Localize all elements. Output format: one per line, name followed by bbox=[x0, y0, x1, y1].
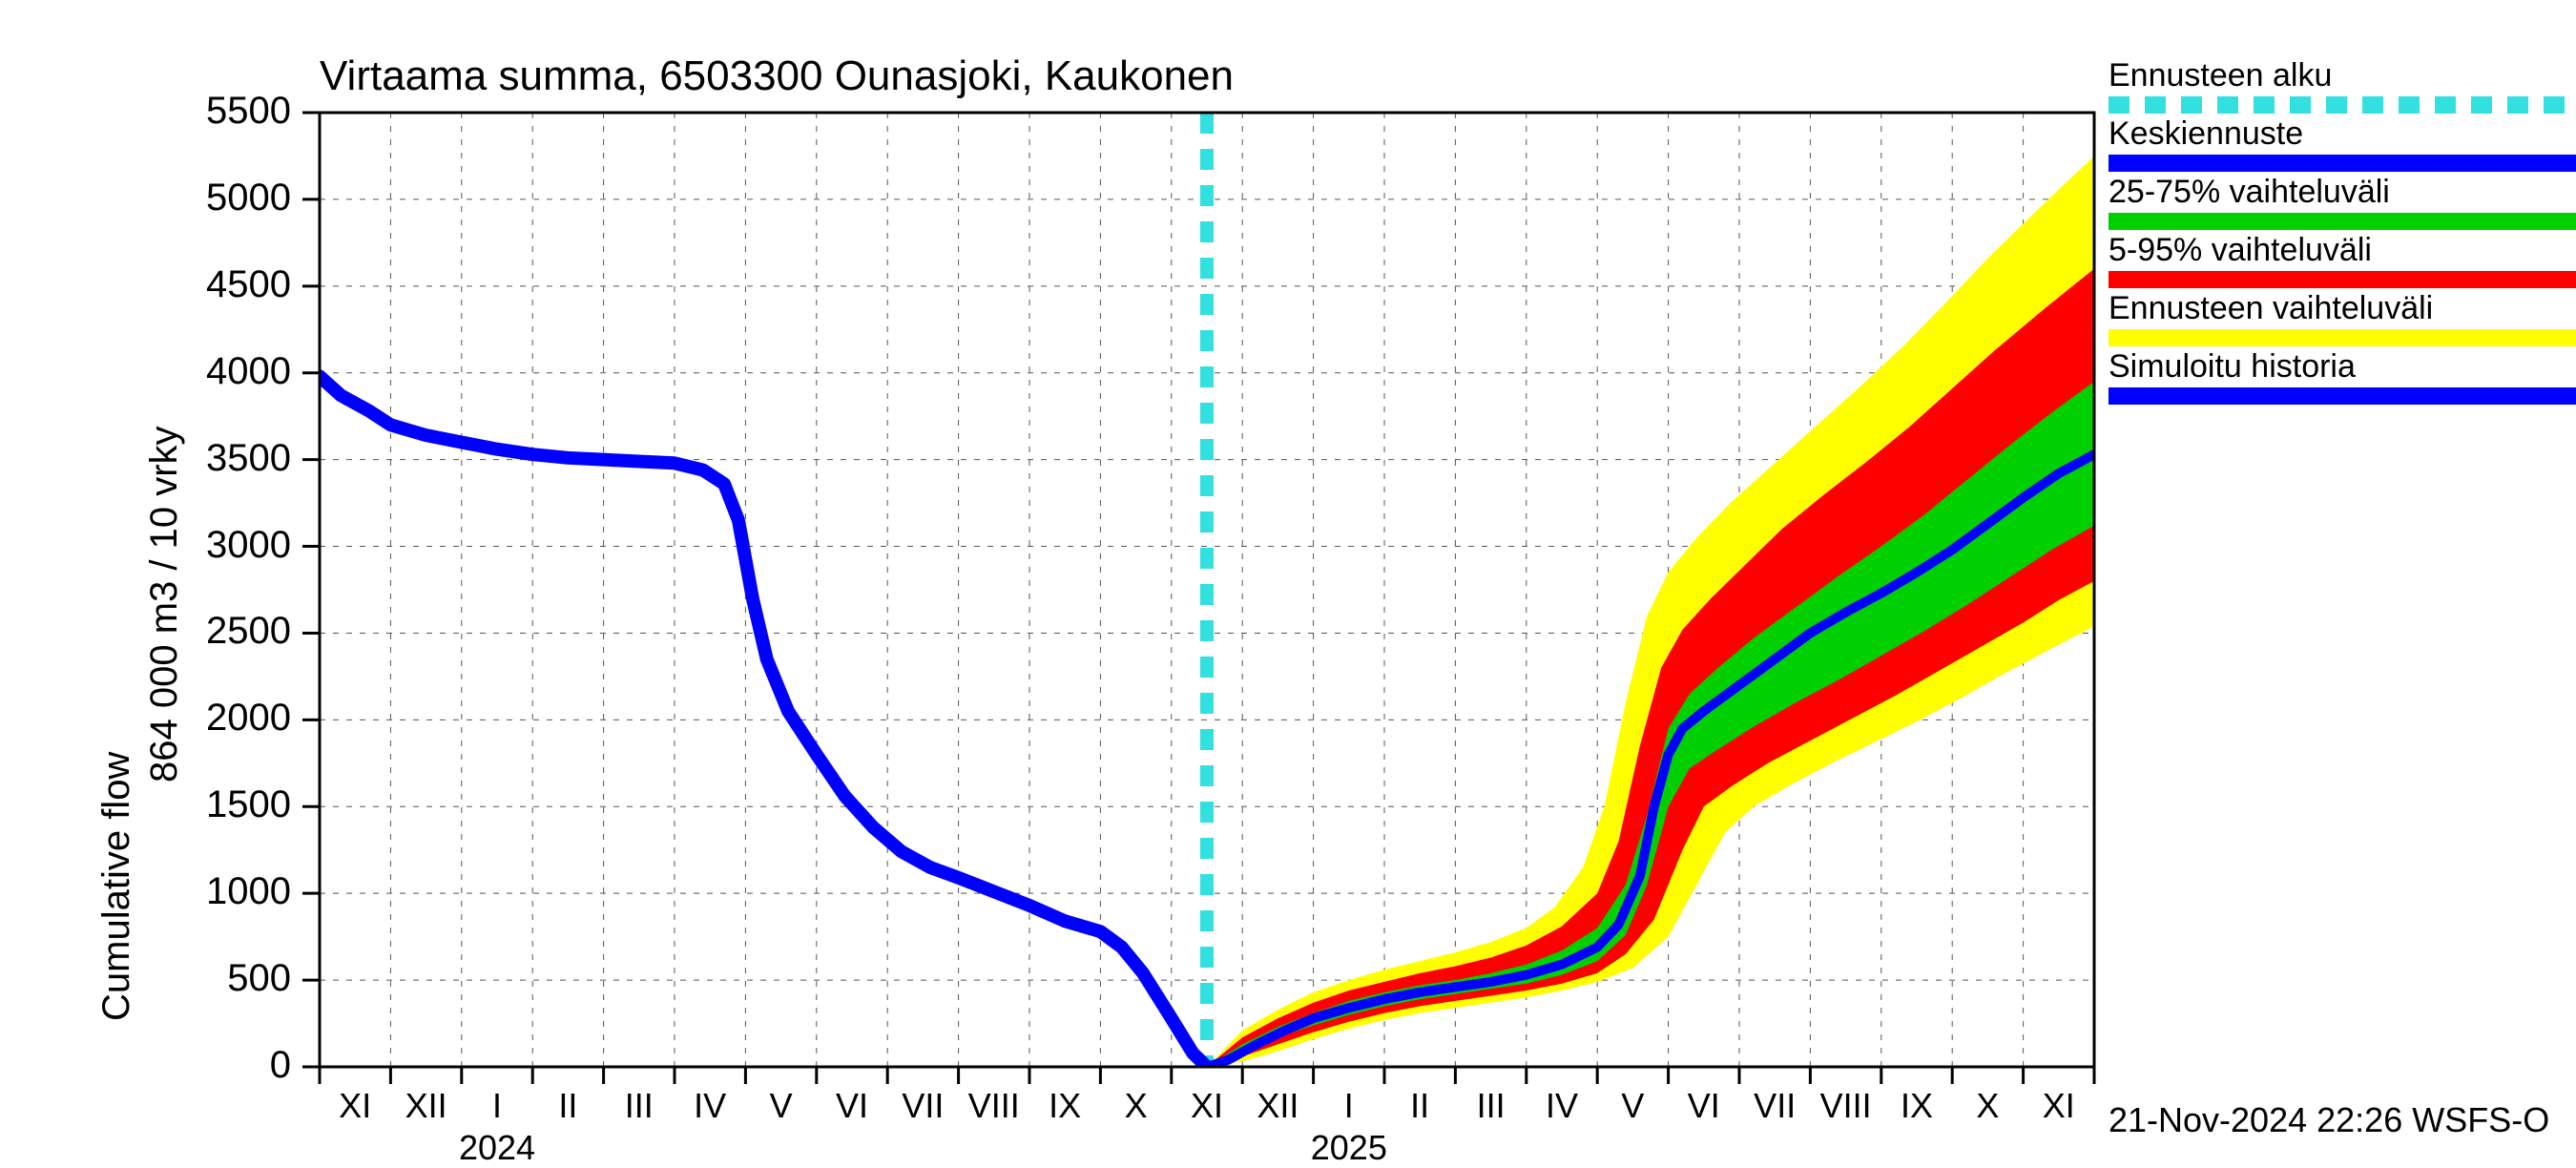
x-tick-19: VI bbox=[1688, 1086, 1720, 1126]
legend-swatch-2 bbox=[2109, 213, 2576, 230]
x-tick-9: VIII bbox=[968, 1086, 1020, 1126]
x-tick-17: IV bbox=[1546, 1086, 1578, 1126]
timestamp-label: 21-Nov-2024 22:26 WSFS-O bbox=[2109, 1100, 2549, 1140]
x-tick-10: IX bbox=[1049, 1086, 1081, 1126]
legend-label-5: Simuloitu historia bbox=[2109, 348, 2576, 386]
x-tick-0: XI bbox=[339, 1086, 371, 1126]
legend-label-3: 5-95% vaihteluväli bbox=[2109, 232, 2576, 269]
x-tick-23: X bbox=[1976, 1086, 1999, 1126]
legend-label-1: Keskiennuste bbox=[2109, 115, 2576, 153]
y-tick-5000: 5000 bbox=[177, 177, 291, 219]
y-tick-4500: 4500 bbox=[177, 263, 291, 306]
x-tick-8: VII bbox=[902, 1086, 944, 1126]
y-tick-1000: 1000 bbox=[177, 870, 291, 913]
legend-item-4: Ennusteen vaihteluväli bbox=[2109, 290, 2576, 346]
x-tick-11: X bbox=[1125, 1086, 1148, 1126]
legend-swatch-4 bbox=[2109, 329, 2576, 346]
y-tick-3500: 3500 bbox=[177, 437, 291, 480]
x-tick-22: IX bbox=[1901, 1086, 1933, 1126]
x-tick-6: V bbox=[770, 1086, 793, 1126]
legend-item-1: Keskiennuste bbox=[2109, 115, 2576, 172]
legend-label-4: Ennusteen vaihteluväli bbox=[2109, 290, 2576, 327]
x-tick-13: XII bbox=[1257, 1086, 1298, 1126]
x-tick-2: I bbox=[492, 1086, 502, 1126]
legend-item-5: Simuloitu historia bbox=[2109, 348, 2576, 405]
legend-label-0: Ennusteen alku bbox=[2109, 57, 2576, 94]
x-tick-16: III bbox=[1477, 1086, 1506, 1126]
x-tick-7: VI bbox=[836, 1086, 868, 1126]
y-tick-4000: 4000 bbox=[177, 350, 291, 393]
y-tick-5500: 5500 bbox=[177, 90, 291, 133]
x-tick-3: II bbox=[558, 1086, 577, 1126]
legend-swatch-1 bbox=[2109, 155, 2576, 172]
legend-label-2: 25-75% vaihteluväli bbox=[2109, 174, 2576, 211]
y-tick-0: 0 bbox=[177, 1044, 291, 1087]
legend-item-0: Ennusteen alku bbox=[2109, 57, 2576, 114]
x-tick-18: V bbox=[1621, 1086, 1644, 1126]
legend-swatch-5 bbox=[2109, 387, 2576, 405]
x-tick-1: XII bbox=[405, 1086, 447, 1126]
y-tick-2000: 2000 bbox=[177, 697, 291, 740]
x-tick-5: IV bbox=[694, 1086, 726, 1126]
x-tick-12: XI bbox=[1191, 1086, 1223, 1126]
x-tick-24: XI bbox=[2043, 1086, 2075, 1126]
legend-swatch-0 bbox=[2109, 96, 2576, 114]
legend: Ennusteen alku Keskiennuste 25-75% vaihtel… bbox=[2109, 57, 2576, 405]
x-year-2025: 2025 bbox=[1311, 1128, 1387, 1168]
x-tick-4: III bbox=[625, 1086, 654, 1126]
x-tick-21: VIII bbox=[1820, 1086, 1872, 1126]
y-tick-3000: 3000 bbox=[177, 524, 291, 567]
x-year-2024: 2024 bbox=[459, 1128, 535, 1168]
legend-item-2: 25-75% vaihteluväli bbox=[2109, 174, 2576, 230]
x-tick-15: II bbox=[1410, 1086, 1429, 1126]
legend-swatch-3 bbox=[2109, 271, 2576, 288]
y-tick-2500: 2500 bbox=[177, 610, 291, 653]
legend-item-3: 5-95% vaihteluväli bbox=[2109, 232, 2576, 288]
x-tick-20: VII bbox=[1754, 1086, 1796, 1126]
y-tick-1500: 1500 bbox=[177, 783, 291, 826]
x-tick-14: I bbox=[1344, 1086, 1354, 1126]
y-tick-500: 500 bbox=[177, 957, 291, 1000]
